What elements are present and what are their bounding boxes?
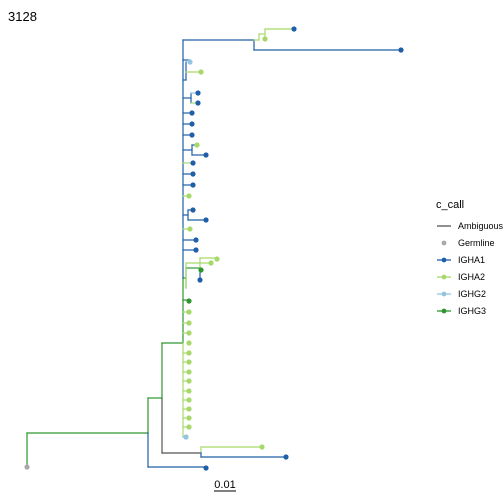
tree-tip-point	[186, 309, 192, 315]
tree-tip-point	[398, 47, 404, 53]
legend-label: Ambiguous	[458, 221, 504, 231]
tree-tip-point	[214, 256, 220, 262]
figure-title: 3128	[8, 9, 37, 24]
legend-label: IGHA1	[458, 255, 485, 265]
tree-tip-point	[186, 415, 192, 421]
tree-tip-point	[186, 397, 192, 403]
tree-tip-point	[186, 359, 192, 365]
tree-tip-point	[193, 247, 199, 253]
legend-key-point	[441, 274, 447, 280]
legend-label: IGHG3	[458, 306, 486, 316]
tree-tip-point	[186, 330, 192, 336]
tree-tip-points	[24, 26, 404, 471]
legend-label: IGHG2	[458, 289, 486, 299]
tree-tip-point	[183, 434, 189, 440]
tree-tip-point	[198, 267, 204, 273]
tree-tip-point	[197, 277, 203, 283]
tree-branches	[26, 28, 402, 468]
tree-tip-point	[186, 298, 192, 304]
tree-tip-point	[259, 444, 265, 450]
tree-tip-point	[203, 152, 209, 158]
tree-tip-point	[198, 69, 204, 75]
tree-tip-point	[203, 465, 209, 471]
tree-tip-point	[190, 171, 196, 177]
legend-label: IGHA2	[458, 272, 485, 282]
legend-label: Germline	[458, 238, 495, 248]
legend-title: c_call	[436, 199, 464, 211]
tree-tip-point	[187, 59, 193, 65]
tree-tip-point	[190, 182, 196, 188]
tree-tip-point	[187, 226, 193, 232]
tree-tip-point	[262, 36, 268, 42]
tree-tip-point	[203, 217, 209, 223]
legend-key-point	[441, 291, 447, 297]
tree-tip-point	[190, 207, 196, 213]
legend-key-point	[441, 257, 447, 263]
legend-key-point	[441, 240, 447, 246]
tree-tip-point	[186, 378, 192, 384]
tree-tip-point	[195, 90, 201, 96]
legend: c_call Ambiguous Germline IGHA1 IGHA2 IGHG2 I…	[436, 199, 504, 316]
tree-tip-point	[186, 320, 192, 326]
tree-tip-point	[24, 464, 30, 470]
scale-bar: 0.01	[214, 479, 236, 492]
tree-tip-point	[190, 160, 196, 166]
tree-tip-point	[186, 193, 192, 199]
tree-tip-point	[186, 424, 192, 430]
tree-tip-point	[189, 132, 195, 138]
tree-tip-point	[208, 260, 214, 266]
tree-tip-point	[291, 26, 297, 32]
tree-tip-point	[194, 142, 200, 148]
tree-tip-point	[189, 121, 195, 127]
tree-tip-point	[186, 388, 192, 394]
tree-tip-point	[186, 369, 192, 375]
tree-tip-point	[195, 100, 201, 106]
tree-tip-point	[193, 237, 199, 243]
tree-tip-point	[186, 406, 192, 412]
scale-bar-label: 0.01	[214, 479, 235, 491]
legend-key-point	[441, 308, 447, 314]
tree-tip-point	[186, 350, 192, 356]
tree-tip-point	[283, 454, 289, 460]
tree-tip-point	[189, 110, 195, 116]
tree-tip-point	[186, 340, 192, 346]
